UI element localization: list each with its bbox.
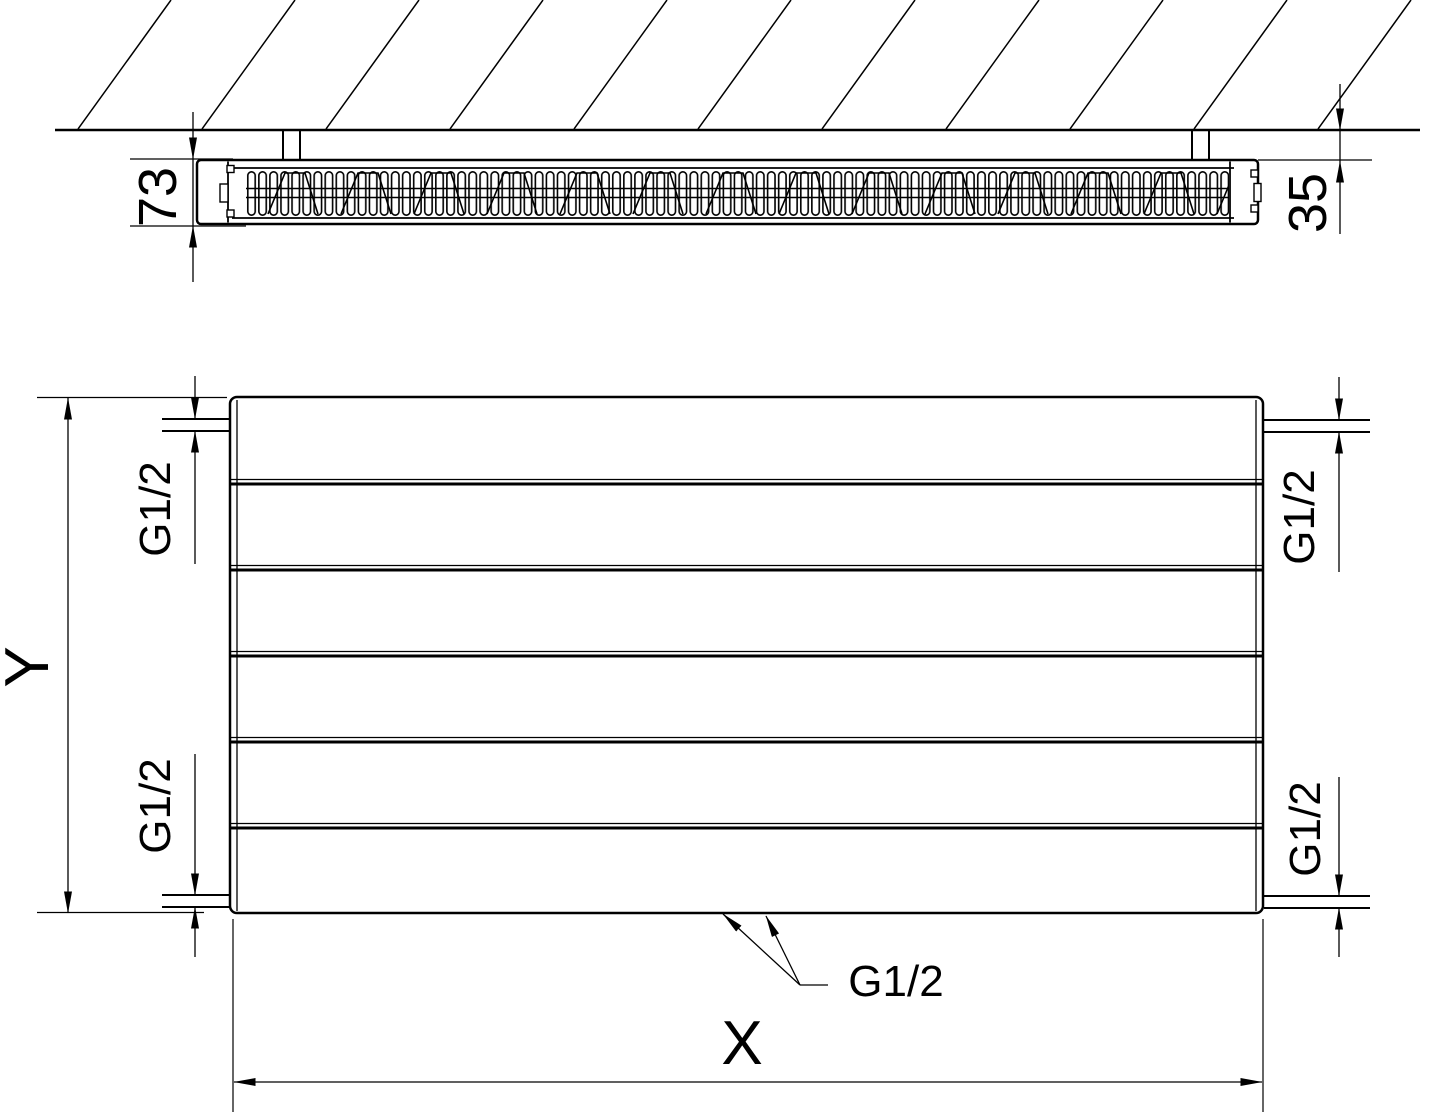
- dimension-depth-73: [130, 112, 246, 282]
- thread-label-bottom-right: G1/2: [1281, 781, 1330, 877]
- thread-label-top-right: G1/2: [1275, 469, 1324, 565]
- dimension-wall-distance-35: [1258, 84, 1372, 234]
- thread-label-bottom-left: G1/2: [131, 758, 180, 854]
- wall-distance-dimension-label: 35: [1278, 172, 1338, 234]
- wall-mounting-brackets: [282, 131, 1210, 161]
- convector-fins: [246, 171, 1229, 216]
- connection-stub-bottom-right: [1264, 895, 1370, 909]
- dimension-width-X: [232, 919, 1264, 1112]
- leader-bottom-connections: [722, 913, 828, 986]
- height-axis-label: Y: [0, 646, 62, 687]
- panel-seam-lines: [231, 478, 1262, 830]
- connection-stub-top-left: [162, 418, 229, 432]
- depth-dimension-label: 73: [128, 166, 188, 228]
- dimension-height-Y: [37, 396, 227, 914]
- thread-label-top-left: G1/2: [131, 461, 180, 557]
- connection-stub-top-right: [1264, 419, 1370, 433]
- connection-stub-bottom-left: [162, 894, 229, 908]
- thread-label-bottom-center: G1/2: [848, 957, 944, 1006]
- width-axis-label: X: [721, 1009, 763, 1078]
- wall-hatching: [77, 0, 1412, 130]
